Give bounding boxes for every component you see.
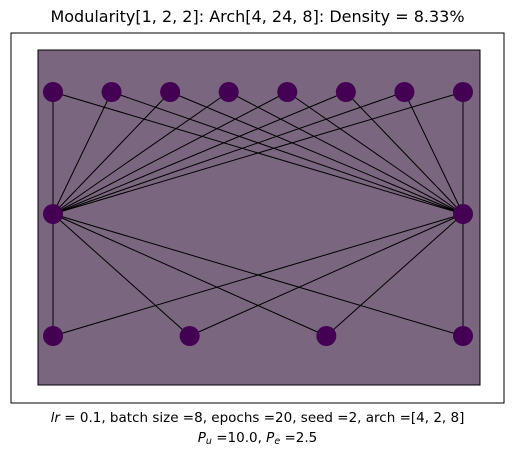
module-rectangle — [37, 49, 481, 386]
edge-top1-middle0 — [52, 91, 113, 215]
edge-middle0-bottom2 — [52, 213, 327, 337]
edge-middle0-bottom1 — [52, 213, 190, 337]
edge-middle1-bottom2 — [326, 213, 464, 337]
edge-top1-middle1 — [111, 91, 464, 215]
caption-line-2: Pu =10.0, Pe =2.5 — [0, 428, 515, 452]
pe-subscript: e — [274, 436, 281, 447]
edge-middle1-bottom0 — [52, 213, 464, 337]
pu-symbol: P — [197, 430, 206, 446]
edge-middle1-bottom1 — [189, 213, 464, 337]
node-middle-1 — [453, 204, 473, 224]
pu-subscript: u — [205, 436, 212, 447]
node-top-5 — [335, 82, 356, 102]
edge-top4-middle0 — [52, 91, 288, 215]
pe-value: =2.5 — [280, 430, 318, 446]
edge-top2-middle0 — [52, 91, 171, 215]
figure-title: Modularity[1, 2, 2]: Arch[4, 24, 8]: Den… — [50, 7, 465, 26]
edge-top6-middle1 — [403, 91, 464, 215]
edge-top5-middle1 — [345, 91, 464, 215]
edge-top5-middle0 — [52, 91, 347, 215]
lr-symbol: lr — [50, 410, 60, 426]
node-middle-0 — [43, 204, 63, 224]
edge-top3-middle1 — [228, 91, 464, 215]
hyperparameters-text: = 0.1, batch size =8, epochs =20, seed =… — [59, 410, 465, 426]
node-top-2 — [160, 82, 181, 102]
pu-value: =10.0, — [211, 430, 267, 446]
node-bottom-1 — [179, 326, 200, 346]
edge-group — [52, 91, 464, 337]
caption-line-1: lr = 0.1, batch size =8, epochs =20, see… — [0, 408, 515, 428]
node-group — [43, 82, 473, 346]
node-top-7 — [453, 82, 473, 102]
node-top-4 — [277, 82, 298, 102]
pe-symbol: P — [266, 430, 275, 446]
figure-caption: lr = 0.1, batch size =8, epochs =20, see… — [0, 408, 515, 452]
node-top-3 — [218, 82, 239, 102]
edge-top0-middle1 — [52, 91, 464, 215]
node-bottom-3 — [453, 326, 473, 346]
node-top-6 — [394, 82, 415, 102]
edge-top2-middle1 — [169, 91, 464, 215]
edge-top6-middle0 — [52, 91, 405, 215]
node-bottom-2 — [316, 326, 337, 346]
node-top-1 — [101, 82, 122, 102]
node-top-0 — [43, 82, 63, 102]
edge-top3-middle0 — [52, 91, 229, 215]
node-bottom-0 — [43, 326, 63, 346]
edge-top4-middle1 — [287, 91, 464, 215]
